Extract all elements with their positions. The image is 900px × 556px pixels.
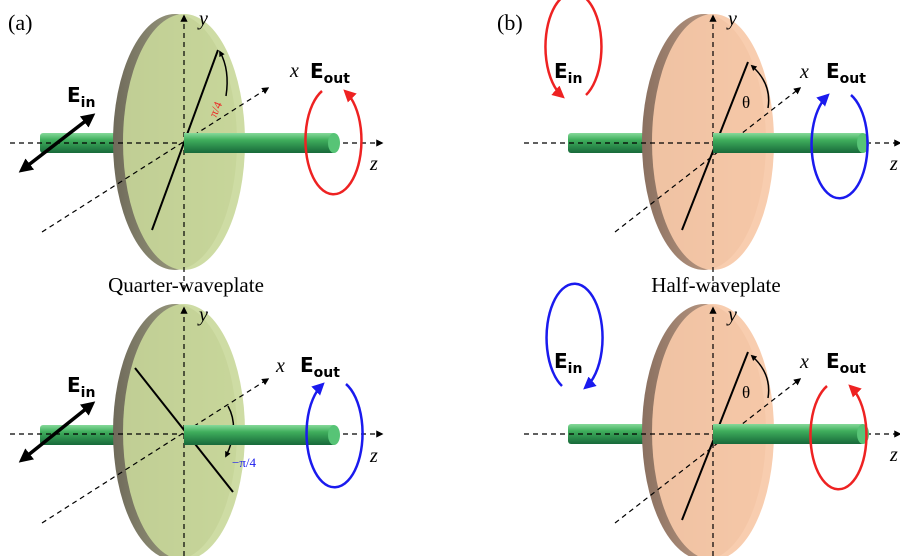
beam-end-cap — [328, 425, 340, 445]
z-axis-label: z — [369, 153, 378, 175]
z-axis-label: z — [889, 444, 898, 466]
angle-label: θ — [742, 383, 750, 402]
output-circular-polarization-arrow — [810, 93, 869, 200]
circular-polarization-arrow — [304, 89, 363, 196]
y-axis-label: y — [197, 8, 208, 30]
linear-polarization-arrow — [18, 401, 96, 463]
x-axis-label: x — [275, 355, 285, 377]
x-axis — [614, 378, 802, 524]
angle-label: θ — [742, 93, 750, 112]
e-out-label: Eout — [310, 59, 350, 87]
beam-end-cap — [857, 133, 869, 153]
e-in-label: Ein — [67, 83, 95, 111]
z-axis-label: z — [889, 153, 898, 175]
e-in-label: Ein — [554, 59, 582, 87]
x-axis — [614, 87, 802, 233]
circular-polarization-arrow — [305, 382, 364, 489]
beam-output — [184, 425, 334, 445]
angle-label: −π/4 — [232, 455, 257, 470]
output-circular-polarization-arrow — [809, 384, 868, 491]
x-axis-label: x — [799, 61, 809, 83]
angle-arc — [219, 50, 228, 97]
panel-a-bottom-diagram: −π/4 x y z Ein Eout — [10, 304, 384, 556]
input-circular-polarization-arrow — [545, 282, 604, 390]
beam-output — [713, 133, 863, 153]
linear-polarization-arrow — [18, 113, 96, 173]
angle-label: π/4 — [206, 99, 225, 119]
panel-a-top-diagram: π/4 x y z Ein Eout — [10, 8, 384, 290]
z-axis-label: z — [369, 445, 378, 467]
panel-b-bottom-diagram: θ x y z Ein Eout — [524, 282, 900, 556]
panel-b-label: (b) — [497, 10, 523, 35]
panel-a-label: (a) — [8, 10, 32, 35]
e-out-label: Eout — [826, 349, 866, 377]
beam-output — [713, 424, 863, 444]
panel-b-top-diagram: θ x y z Ein Eout — [524, 0, 900, 290]
angle-arc — [750, 64, 770, 109]
beam-output — [184, 133, 334, 153]
y-axis-label: y — [726, 304, 737, 326]
x-axis-label: x — [289, 60, 299, 82]
x-axis-label: x — [799, 351, 809, 373]
beam-end-cap — [328, 133, 340, 153]
y-axis-label: y — [726, 8, 737, 30]
e-in-label: Ein — [554, 349, 582, 377]
e-in-label: Ein — [67, 373, 95, 401]
quarter-waveplate-caption: Quarter-waveplate — [108, 273, 264, 297]
e-out-label: Eout — [300, 353, 340, 381]
angle-arc — [750, 354, 770, 399]
e-out-label: Eout — [826, 59, 866, 87]
input-circular-polarization-arrow — [544, 0, 603, 99]
y-axis-label: y — [197, 304, 208, 326]
half-waveplate-caption: Half-waveplate — [651, 273, 780, 297]
